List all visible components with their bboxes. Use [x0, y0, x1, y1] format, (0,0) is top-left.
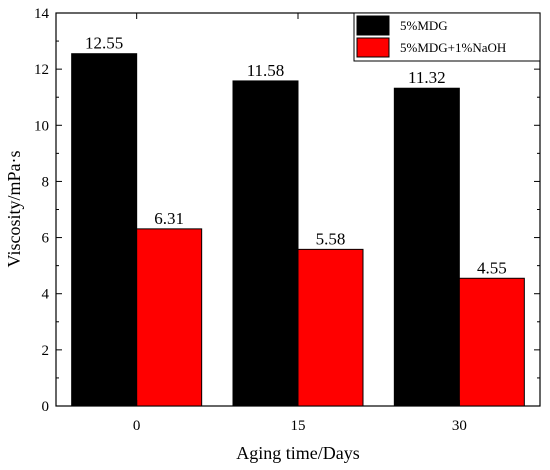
y-tick-label: 8: [42, 174, 50, 190]
data-label: 6.31: [154, 209, 184, 228]
x-axis-label: Aging time/Days: [236, 443, 360, 463]
y-tick-label: 10: [34, 118, 49, 134]
x-tick-label: 15: [291, 418, 306, 434]
data-label: 4.55: [477, 258, 507, 277]
y-tick-label: 2: [42, 343, 50, 359]
legend-label-5mdg-naoh: 5%MDG+1%NaOH: [400, 40, 506, 55]
y-axis: 0 2 4 6 8 10 12 14: [34, 6, 540, 415]
x-tick-label: 0: [133, 418, 141, 434]
y-tick-label: 0: [42, 399, 50, 415]
y-tick-label: 14: [34, 6, 50, 22]
y-tick-label: 6: [42, 231, 50, 247]
data-labels-group: 12.55 6.31 11.58 5.58 11.32 4.55: [85, 34, 507, 278]
legend-swatch-5mdg-naoh: [356, 37, 390, 58]
y-tick-label: 12: [34, 62, 49, 78]
data-label: 5.58: [316, 229, 346, 248]
x-axis: 0 15 30: [133, 13, 467, 434]
data-label: 11.58: [247, 61, 285, 80]
legend: 5%MDG 5%MDG+1%NaOH: [353, 12, 541, 62]
bar-5mdg-15: [232, 80, 299, 407]
legend-swatch-5mdg: [356, 15, 390, 36]
bar-5mdg-30: [393, 87, 460, 407]
y-axis-label: Viscosity/mPa·s: [4, 151, 24, 268]
legend-label-5mdg: 5%MDG: [400, 18, 448, 33]
bar-5mdg-naoh-30: [458, 277, 525, 407]
y-tick-label: 4: [42, 287, 50, 303]
bar-5mdg-naoh-15: [297, 248, 364, 407]
data-label: 11.32: [408, 68, 446, 87]
data-label: 12.55: [85, 34, 123, 53]
bar-5mdg-0: [71, 53, 138, 407]
bar-5mdg-naoh-0: [136, 228, 203, 407]
bars-group: [71, 53, 525, 407]
x-tick-label: 30: [452, 418, 467, 434]
